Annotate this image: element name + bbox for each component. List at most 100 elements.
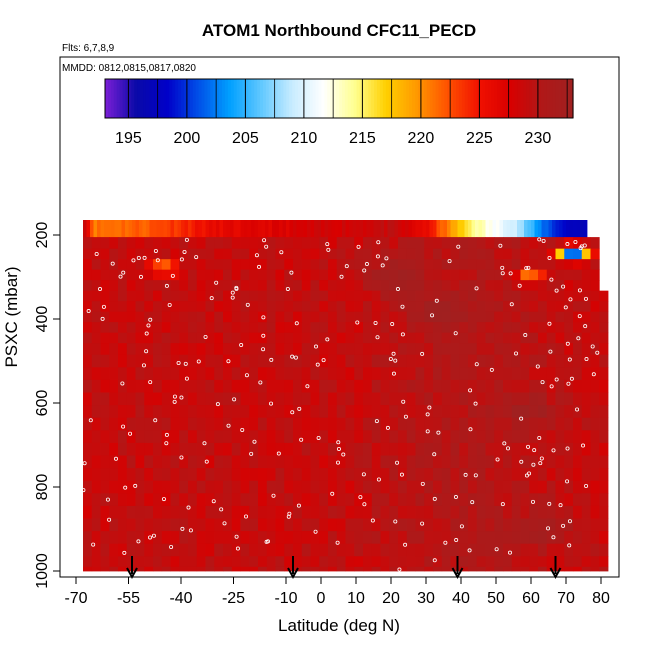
- heatmap-cell: [284, 311, 294, 323]
- heatmap-cell: [336, 237, 346, 250]
- heatmap-cell: [284, 332, 294, 344]
- heatmap-cell: [336, 417, 346, 431]
- heatmap-cell: [319, 301, 329, 313]
- heatmap-cell: [424, 543, 434, 557]
- heatmap-cell: [331, 220, 336, 238]
- heatmap-cell: [511, 354, 521, 368]
- heatmap-cell: [371, 493, 381, 507]
- heatmap-cell: [161, 442, 171, 456]
- heatmap-cell: [398, 442, 408, 456]
- heatmap-cell: [398, 322, 408, 334]
- heatmap-cell: [319, 518, 329, 532]
- heatmap-cell: [459, 311, 469, 323]
- x-tick-label: 20: [382, 590, 400, 607]
- observation-point: [500, 502, 505, 507]
- x-axis: -70 -55 -40 -25 -10 0 10 20 30 40 50 60 70 80: [64, 577, 610, 607]
- heatmap-cell: [450, 248, 460, 260]
- heatmap-cell: [363, 518, 373, 532]
- observation-point: [262, 238, 267, 243]
- heatmap-cell: [441, 493, 451, 507]
- observation-point: [169, 544, 174, 549]
- heatmap-cell: [406, 367, 416, 381]
- heatmap-cell: [559, 220, 563, 238]
- heatmap-cell: [223, 367, 233, 381]
- heatmap-cell: [319, 417, 329, 431]
- heatmap-cell: [126, 301, 136, 313]
- observation-point: [257, 264, 262, 269]
- heatmap-cell: [258, 343, 268, 356]
- heatmap-cell: [336, 301, 346, 313]
- heatmap-cell: [590, 493, 600, 507]
- observation-point: [401, 399, 406, 404]
- heatmap-cell: [363, 301, 373, 313]
- colorbar-swatch: [526, 79, 530, 118]
- heatmap-cell: [144, 301, 154, 313]
- heatmap-cell: [424, 405, 434, 419]
- heatmap-cell: [188, 543, 198, 557]
- heatmap-cell: [118, 531, 128, 545]
- heatmap-cell: [415, 455, 425, 469]
- heatmap-cell: [161, 543, 171, 557]
- heatmap-cell: [249, 468, 259, 482]
- colorbar-swatch: [371, 79, 375, 118]
- heatmap-cell: [468, 259, 478, 271]
- heatmap-cell: [371, 417, 381, 431]
- colorbar-swatch: [306, 79, 311, 118]
- heatmap-cell: [555, 543, 565, 557]
- heatmap-cell: [118, 480, 128, 494]
- heatmap-cell: [590, 280, 600, 292]
- heatmap-cell: [546, 518, 556, 532]
- heatmap-cell: [109, 322, 119, 334]
- heatmap-cell: [492, 220, 497, 238]
- heatmap-cell: [564, 455, 574, 469]
- colorbar-swatch: [125, 79, 129, 118]
- observation-point: [468, 427, 473, 432]
- heatmap-cell: [336, 332, 346, 344]
- observation-point: [271, 493, 276, 498]
- observation-point: [537, 237, 542, 242]
- heatmap-cell: [459, 430, 469, 444]
- heatmap-cell: [389, 442, 399, 456]
- colorbar-swatch: [274, 79, 279, 118]
- colorbar-swatch: [183, 79, 188, 118]
- heatmap-cell: [450, 301, 460, 313]
- heatmap-cell: [293, 311, 303, 323]
- heatmap-cell: [91, 332, 101, 344]
- heatmap-cell: [118, 367, 128, 381]
- heatmap-cell: [520, 442, 530, 456]
- heatmap-cell: [336, 518, 346, 532]
- heatmap-cell: [275, 311, 285, 323]
- heatmap-cell: [205, 354, 215, 368]
- heatmap-cell: [188, 280, 198, 292]
- heatmap-cell: [599, 531, 609, 545]
- heatmap-cell: [354, 566, 364, 572]
- observation-point: [453, 495, 458, 500]
- observation-point: [375, 254, 380, 259]
- heatmap-cell: [538, 392, 548, 406]
- heatmap-cell: [328, 518, 338, 532]
- heatmap-cell: [441, 480, 451, 494]
- colorbar-swatch: [365, 79, 369, 118]
- heatmap-cell: [249, 248, 259, 260]
- heatmap-cell: [415, 237, 425, 250]
- heatmap-cell: [412, 220, 416, 238]
- heatmap-cell: [441, 311, 451, 323]
- heatmap-cell: [424, 290, 434, 302]
- heatmap-cell: [415, 220, 420, 238]
- observation-point: [403, 414, 408, 419]
- heatmap-cell: [240, 543, 250, 557]
- heatmap-cell: [380, 455, 390, 469]
- heatmap-cell: [468, 311, 478, 323]
- colorbar-swatch: [163, 79, 168, 118]
- heatmap-cell: [450, 556, 460, 568]
- heatmap-cell: [468, 280, 478, 292]
- heatmap-cell: [328, 531, 338, 545]
- heatmap-cell: [468, 220, 472, 238]
- heatmap-cell: [223, 505, 233, 519]
- heatmap-cell: [170, 311, 180, 323]
- heatmap-cell: [91, 442, 101, 456]
- colorbar-swatch: [409, 79, 413, 118]
- heatmap-cell: [205, 455, 215, 469]
- heatmap-cell: [83, 493, 93, 507]
